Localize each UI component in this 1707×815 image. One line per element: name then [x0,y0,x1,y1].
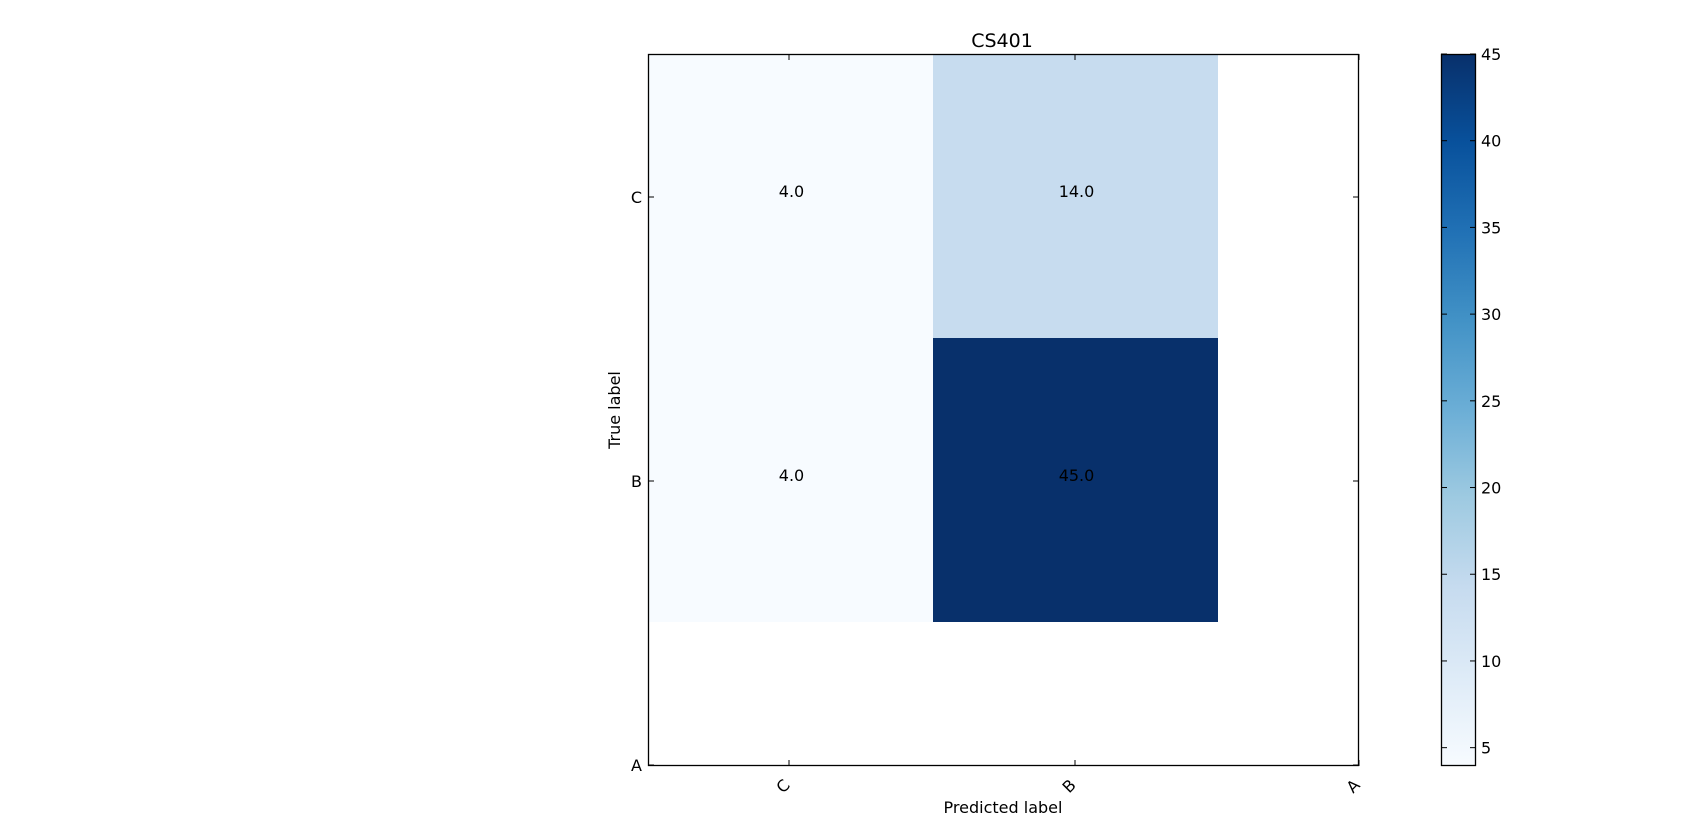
cell-label-B-B: 45.0 [1059,466,1095,485]
colorbar-ticks: 5 10 15 20 25 30 35 40 45 [1441,45,1501,758]
y-axis-label: True label [605,371,624,450]
heatmap-cell-B-C [648,338,933,622]
colorbar-frame [1440,53,1477,767]
plot-frame [647,53,1360,767]
heatmap-cell-C-B [933,54,1218,338]
x-axis-label: Predicted label [944,798,1063,815]
colorbar-tick-label: 30 [1481,305,1501,324]
cell-label-B-C: 4.0 [779,466,804,485]
colorbar-tick-label: 45 [1481,45,1501,64]
x-tick-label: C [772,775,793,796]
heatmap-cells [648,54,1218,622]
y-tick-label: B [631,472,642,491]
colorbar-tick-label: 40 [1481,132,1501,151]
heatmap-cell-B-B [933,338,1218,622]
y-tick-label: A [631,756,642,775]
colorbar-tick-label: 5 [1481,739,1491,758]
colorbar-gradient [1441,54,1476,765]
heatmap-cell-C-C [648,54,933,338]
x-tick-label: B [1059,776,1080,797]
colorbar-tick-label: 25 [1481,392,1501,411]
colorbar-tick-label: 15 [1481,565,1501,584]
cell-value-labels: 4.0 14.0 4.0 45.0 [779,182,1095,485]
colorbar: 5 10 15 20 25 30 35 40 45 [1440,45,1501,767]
colorbar-tick-label: 35 [1481,218,1501,237]
x-tick-label: A [1343,775,1364,796]
chart-title: CS401 [971,30,1033,52]
cell-label-C-B: 14.0 [1059,182,1095,201]
colorbar-tick-label: 20 [1481,479,1501,498]
colorbar-tick-label: 10 [1481,652,1501,671]
y-tick-label: C [631,188,642,207]
cell-label-C-C: 4.0 [779,182,804,201]
